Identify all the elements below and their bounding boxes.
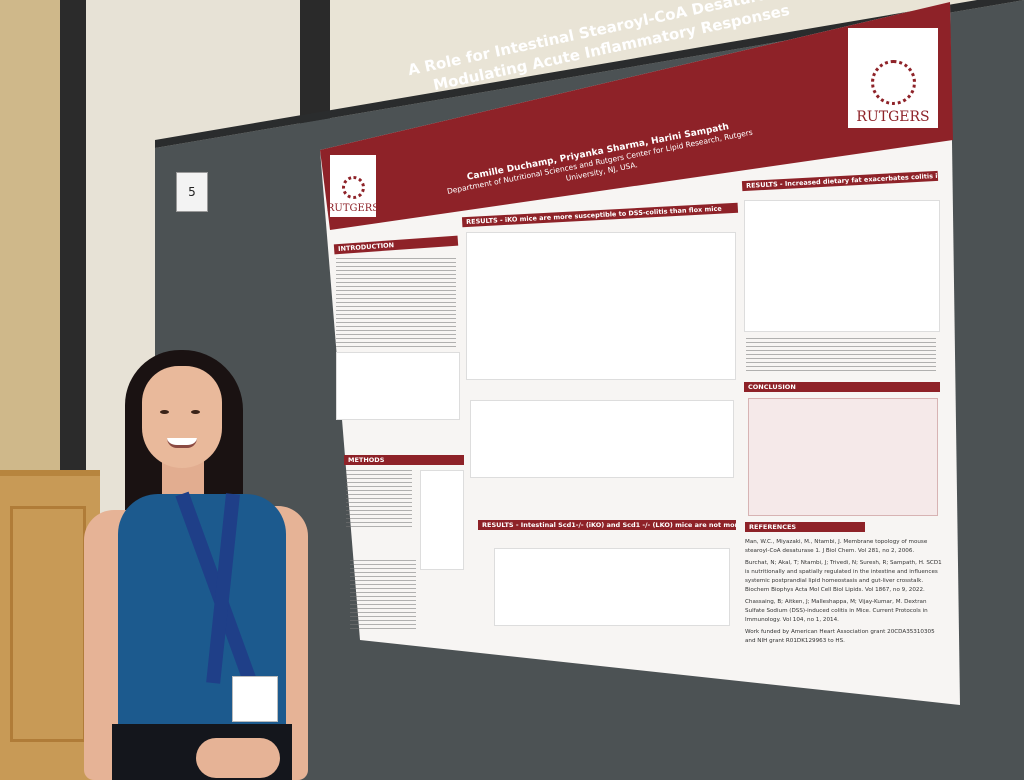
methods-header: METHODS bbox=[344, 455, 464, 465]
introduction-text bbox=[336, 258, 456, 350]
results-1-bar-charts bbox=[470, 400, 734, 478]
rutgers-logo-left: RUTGERS bbox=[326, 155, 380, 217]
conclusion-diagram bbox=[748, 398, 938, 516]
person-hands bbox=[196, 738, 280, 778]
rutgers-logo-right: RUTGERS bbox=[848, 28, 938, 128]
logo-text: RUTGERS bbox=[856, 109, 930, 125]
results-2-caption bbox=[746, 338, 936, 374]
rutgers-seal-icon bbox=[341, 176, 365, 199]
results-1-figures bbox=[466, 232, 736, 380]
rutgers-seal-icon bbox=[870, 60, 916, 105]
person-eye-right bbox=[191, 410, 200, 414]
reference-item: Man, W.C., Miyazaki, M., Ntambi, J. Memb… bbox=[745, 539, 928, 554]
person-smile bbox=[167, 438, 197, 448]
methods-mouse-diagram bbox=[420, 470, 464, 570]
results-3-figures bbox=[494, 548, 730, 626]
reference-item: Chassaing, B; Aitken, J; Malleshappa, M;… bbox=[745, 599, 928, 623]
references-header: REFERENCES bbox=[745, 522, 865, 532]
conclusion-header: CONCLUSION bbox=[744, 382, 940, 392]
methods-text-2 bbox=[350, 560, 416, 630]
introduction-figure bbox=[336, 352, 460, 420]
methods-text bbox=[346, 470, 412, 530]
person-eye-left bbox=[160, 410, 169, 414]
results-3-header: RESULTS - Intestinal Scd1-/- (iKO) and S… bbox=[478, 520, 736, 530]
person-face bbox=[142, 366, 222, 468]
board-number-label: 5 bbox=[176, 172, 208, 212]
references-list: Man, W.C., Miyazaki, M., Ntambi, J. Memb… bbox=[745, 538, 945, 649]
logo-text: RUTGERS bbox=[326, 203, 380, 214]
results-2-figures bbox=[744, 200, 940, 332]
reference-item: Burchat, N; Akal, T; Ntambi, J; Trivedi,… bbox=[745, 560, 942, 593]
wooden-cabinet bbox=[0, 470, 100, 780]
name-badge bbox=[232, 676, 278, 722]
funding-text: Work funded by American Heart Associatio… bbox=[745, 629, 935, 644]
